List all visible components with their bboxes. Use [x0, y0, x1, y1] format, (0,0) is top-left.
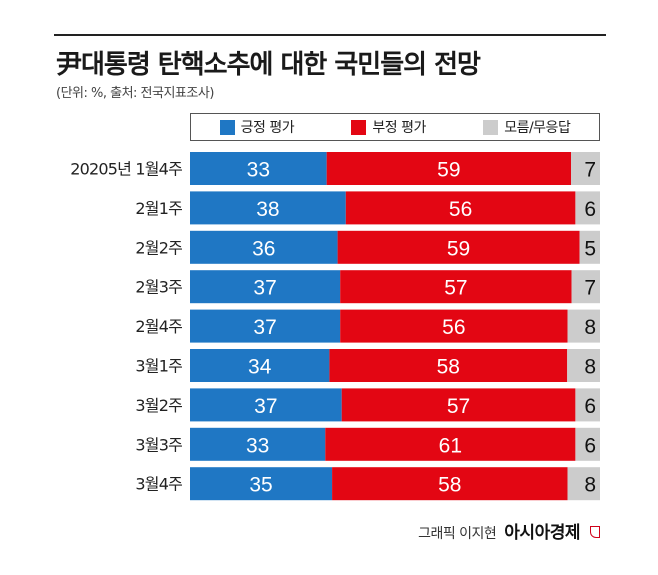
chart-title: 尹대통령 탄핵소추에 대한 국민들의 전망 [56, 50, 481, 80]
bar-positive-2 [190, 230, 338, 264]
bar-unknown-6 [575, 388, 600, 422]
value-label-positive-0: 33 [247, 159, 270, 182]
value-label-negative-1: 56 [449, 198, 472, 221]
footer: 그래픽 이지현 아시아경제 [418, 518, 600, 543]
legend-swatch-unknown [483, 119, 499, 135]
value-label-unknown-8: 8 [584, 474, 596, 497]
publisher-brand: 아시아경제 [504, 523, 580, 543]
category-label-3월3주: 3월3주 [135, 435, 182, 454]
bar-negative-6 [341, 388, 576, 422]
bar-unknown-0 [571, 152, 600, 185]
top-rule [54, 34, 606, 36]
bar-negative-5 [329, 349, 568, 382]
value-label-positive-1: 38 [256, 198, 279, 221]
bar-positive-1 [190, 191, 346, 225]
legend-label-unknown: 모름/무응답 [504, 120, 571, 136]
bar-negative-2 [337, 230, 580, 264]
value-label-negative-7: 61 [439, 434, 462, 457]
bar-unknown-4 [567, 309, 600, 343]
bar-unknown-7 [575, 427, 600, 461]
bar-positive-8 [190, 467, 333, 501]
bar-negative-8 [332, 467, 568, 501]
value-label-positive-3: 37 [253, 277, 276, 300]
value-label-negative-0: 59 [437, 159, 460, 182]
legend: 긍정 평가 부정 평가 모름/무응답 [190, 113, 600, 141]
bar-positive-5 [190, 349, 330, 382]
bar-unknown-5 [567, 349, 600, 382]
value-label-negative-2: 59 [447, 237, 470, 260]
value-label-unknown-7: 6 [584, 434, 596, 457]
legend-item-negative: 부정 평가 [351, 117, 426, 137]
value-label-unknown-3: 7 [584, 277, 596, 300]
category-label-3월2주: 3월2주 [135, 396, 182, 415]
category-label-2월2주: 2월2주 [135, 238, 182, 257]
value-label-negative-5: 58 [437, 356, 460, 379]
bar-negative-4 [340, 309, 568, 343]
bar-positive-6 [190, 388, 342, 422]
value-label-positive-6: 37 [254, 395, 277, 418]
value-label-positive-7: 33 [246, 434, 269, 457]
legend-item-positive: 긍정 평가 [219, 117, 295, 137]
bar-unknown-8 [567, 467, 600, 501]
bar-unknown-1 [575, 191, 600, 225]
value-label-positive-5: 34 [248, 356, 272, 379]
bar-negative-1 [345, 191, 576, 225]
category-label-3월1주: 3월1주 [135, 357, 182, 376]
value-label-negative-3: 57 [444, 277, 467, 300]
value-label-negative-8: 58 [438, 474, 461, 497]
value-label-unknown-6: 6 [584, 395, 596, 418]
value-label-positive-4: 37 [253, 316, 276, 339]
chart-subtitle: (단위: %, 출처: 전국지표조사) [56, 86, 214, 101]
legend-swatch-negative [351, 119, 367, 135]
value-label-positive-8: 35 [249, 474, 272, 497]
bar-unknown-2 [579, 230, 600, 264]
bar-negative-0 [326, 152, 572, 185]
value-label-positive-2: 36 [252, 237, 275, 260]
category-label-20205년-1월4주: 20205년 1월4주 [70, 160, 182, 179]
legend-item-unknown: 모름/무응답 [483, 117, 571, 137]
bar-positive-0 [190, 152, 327, 185]
brand-logo-icon [590, 526, 600, 538]
legend-swatch-positive [219, 119, 235, 135]
value-label-unknown-0: 7 [584, 159, 596, 182]
value-label-unknown-5: 8 [584, 356, 596, 379]
value-label-unknown-2: 5 [584, 237, 596, 260]
bar-positive-3 [190, 270, 341, 304]
bar-unknown-3 [571, 270, 600, 304]
legend-label-negative: 부정 평가 [372, 120, 426, 136]
bar-negative-3 [340, 270, 572, 304]
legend-label-positive: 긍정 평가 [240, 120, 295, 136]
category-label-2월3주: 2월3주 [135, 278, 182, 297]
value-label-unknown-4: 8 [584, 316, 596, 339]
value-label-unknown-1: 6 [584, 198, 596, 221]
bar-positive-4 [190, 309, 341, 343]
bar-positive-7 [190, 427, 326, 461]
value-label-negative-4: 56 [442, 316, 465, 339]
category-label-3월4주: 3월4주 [135, 475, 182, 494]
category-label-2월4주: 2월4주 [135, 317, 182, 336]
graphic-credit: 그래픽 이지현 [418, 526, 497, 542]
value-label-negative-6: 57 [447, 395, 470, 418]
bar-negative-7 [325, 427, 576, 461]
category-label-2월1주: 2월1주 [135, 199, 182, 218]
